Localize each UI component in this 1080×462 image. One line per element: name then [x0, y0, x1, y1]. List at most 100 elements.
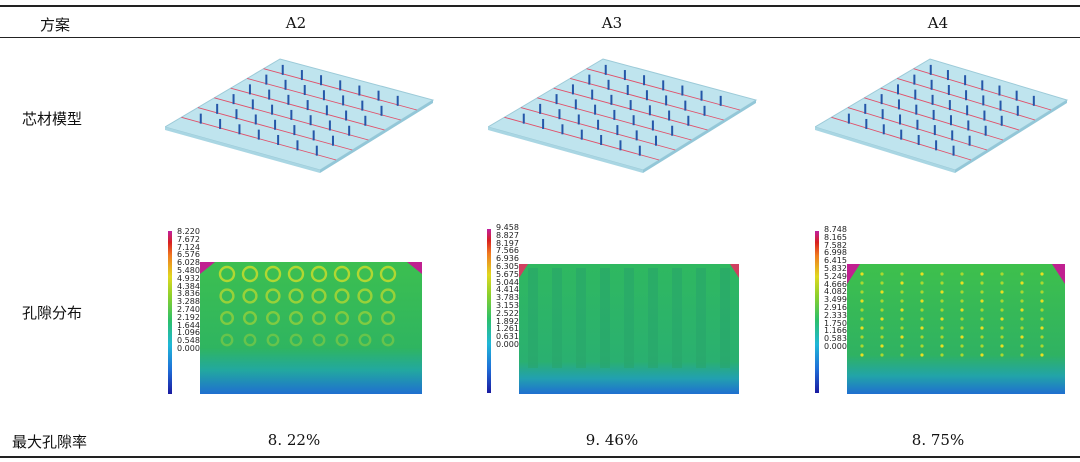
- core-pin: [251, 99, 254, 110]
- colorbar-tick: 0.000: [824, 341, 847, 351]
- colorbar-tick: 4.414: [496, 285, 519, 295]
- pore-dot: [1000, 299, 1004, 303]
- pore-dot: [860, 308, 864, 312]
- pore-dot: [1040, 326, 1044, 330]
- colorbar-tick: 0.548: [177, 336, 200, 346]
- core-pin: [635, 130, 638, 141]
- core-pin: [290, 109, 293, 120]
- pore-dot: [1020, 308, 1024, 312]
- pore-dot: [1020, 353, 1024, 357]
- pore-stripe: [600, 268, 610, 368]
- pore-dot: [860, 317, 864, 321]
- core-pin: [328, 120, 331, 131]
- pore-stripe: [696, 268, 706, 368]
- max-porosity-a4: 8. 75%: [911, 431, 965, 449]
- pore-ring: [220, 333, 234, 347]
- pore-ring: [312, 333, 326, 347]
- core-pin: [932, 109, 935, 120]
- core-pin: [1032, 95, 1035, 106]
- pore-ring: [335, 333, 349, 347]
- pore-distribution-a3: 9.458 8.827 8.197 7.566 6.936 6.305 5.67…: [484, 224, 744, 398]
- pore-distribution-row-label: 孔隙分布: [22, 304, 83, 322]
- core-pin: [265, 74, 268, 85]
- pore-ring: [334, 310, 349, 325]
- core-pin: [623, 70, 626, 81]
- core-pin: [339, 80, 342, 91]
- core-pin: [396, 95, 399, 106]
- core-pin: [268, 89, 271, 100]
- core-pin: [281, 64, 284, 75]
- colorbar-tick: 3.783: [496, 293, 519, 303]
- pore-dot: [880, 299, 884, 303]
- colorbar-labels-a2: 8.220 7.672 7.124 6.576 6.028 5.480 4.93…: [177, 228, 200, 353]
- pore-dot: [1000, 344, 1004, 348]
- pore-dot: [980, 326, 984, 330]
- pore-dot: [960, 344, 964, 348]
- pore-dot: [1000, 326, 1004, 330]
- pore-dot: [860, 335, 864, 339]
- core-pin: [322, 90, 325, 101]
- core-pin: [293, 125, 296, 136]
- core-pin: [629, 100, 632, 111]
- core-pin: [580, 129, 583, 140]
- pore-dot: [940, 326, 944, 330]
- core-pin: [933, 125, 936, 136]
- pore-dot: [920, 299, 924, 303]
- core-pin: [914, 89, 917, 100]
- core-pin: [981, 80, 984, 91]
- pore-dot: [920, 326, 924, 330]
- core-pin: [983, 110, 986, 121]
- colorbar-tick: 0.000: [177, 343, 200, 353]
- pore-dot: [920, 272, 924, 276]
- colorbar-tick: 5.675: [496, 269, 519, 279]
- core-model-image-a4: [815, 58, 1069, 173]
- colorbar-tick: 1.892: [496, 316, 519, 326]
- pore-dot: [940, 335, 944, 339]
- colorbar-tick: 8.827: [496, 230, 519, 240]
- colorbar-labels-a4: 8.748 8.165 7.582 6.998 6.415 5.832 5.24…: [824, 226, 847, 351]
- core-pin: [982, 95, 985, 106]
- core-pin: [998, 85, 1001, 96]
- core-pin: [315, 145, 318, 156]
- pore-dot: [980, 353, 984, 357]
- core-pin: [345, 110, 348, 121]
- pore-dot: [940, 290, 944, 294]
- pore-ring: [358, 333, 372, 347]
- colorbar-tick: 6.305: [496, 261, 519, 271]
- colorbar-tick: 8.197: [496, 238, 519, 248]
- colorbar-tick: 6.998: [824, 248, 847, 258]
- pore-dot: [920, 353, 924, 357]
- pore-dot: [860, 344, 864, 348]
- core-pin: [561, 124, 564, 135]
- pore-stripe: [720, 268, 730, 368]
- core-pin: [571, 84, 574, 95]
- pore-dot: [880, 308, 884, 312]
- core-pin: [900, 129, 903, 140]
- pore-dot: [900, 281, 904, 285]
- core-pin: [604, 64, 607, 75]
- pore-dot: [980, 317, 984, 321]
- pore-ring: [243, 333, 257, 347]
- pore-dot: [980, 299, 984, 303]
- core-pin: [638, 145, 641, 156]
- pore-dot: [1020, 281, 1024, 285]
- colorbar-tick: 6.028: [177, 258, 200, 268]
- pore-dot: [900, 353, 904, 357]
- pore-dot: [960, 353, 964, 357]
- pore-dot: [960, 281, 964, 285]
- colorbar-tick: 2.740: [177, 304, 200, 314]
- core-pin: [865, 118, 868, 129]
- pore-dot: [900, 308, 904, 312]
- core-pin: [613, 109, 616, 120]
- pore-dot: [980, 308, 984, 312]
- colorbar-tick: 1.096: [177, 328, 200, 338]
- pore-dot: [1040, 353, 1044, 357]
- core-pin: [238, 124, 241, 135]
- core-pin: [968, 135, 971, 146]
- colorbar-tick: 2.333: [824, 310, 847, 320]
- colorbar-tick: 7.124: [177, 242, 200, 252]
- core-pin: [668, 110, 671, 121]
- core-pin: [235, 109, 238, 120]
- max-porosity-row-label: 最大孔隙率: [12, 433, 88, 451]
- core-pin: [951, 130, 954, 141]
